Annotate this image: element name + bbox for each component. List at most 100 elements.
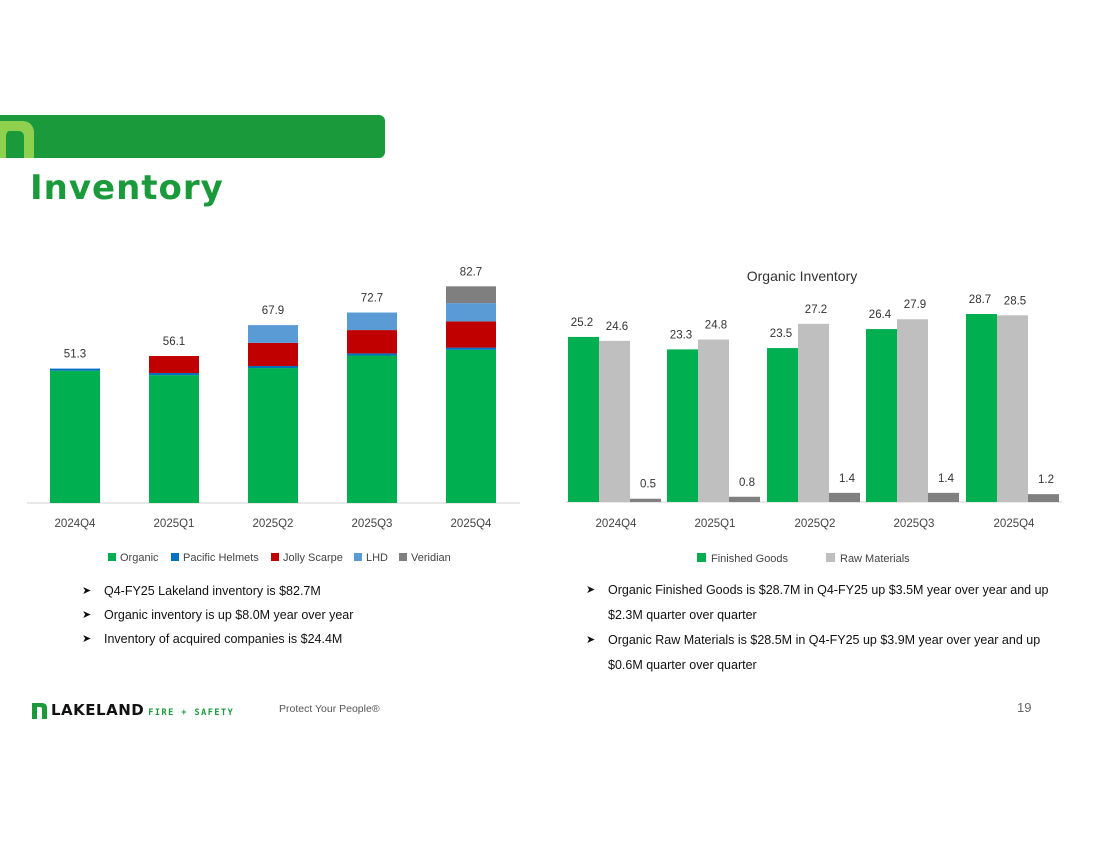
legend-swatch [697,553,706,562]
bar-segment [446,303,496,322]
bar [599,340,630,502]
data-label: 23.5 [770,328,792,340]
tagline: Protect Your People® [279,703,380,715]
data-label: 27.9 [904,299,926,311]
data-label: 23.3 [670,329,692,341]
logo-word: LAKELAND [51,701,145,719]
logo-sub: FIRE + SAFETY [148,708,235,718]
data-label: 28.7 [969,294,991,306]
bar-segment [347,312,397,331]
brand-leaf-icon [0,121,34,158]
bullet-text: Organic Finished Goods is $28.7M in Q4-F… [608,583,1049,622]
bullet-item: ➤ Inventory of acquired companies is $24.… [82,632,353,656]
total-label: 82.7 [460,266,482,278]
data-label: 1.4 [839,473,856,485]
bar-segment [248,365,298,369]
data-label: 25.2 [571,317,593,329]
bullet-item: ➤ Organic Finished Goods is $28.7M in Q4-… [586,578,1076,628]
data-label: 26.4 [869,309,892,321]
bar [698,339,729,502]
legend-swatch [399,553,407,561]
total-label: 72.7 [361,293,383,305]
bullet-text: Organic inventory is up $8.0M year over … [104,608,354,622]
header-banner [0,115,385,158]
bullet-text: Inventory of acquired companies is $24.4… [104,632,343,646]
bar-segment [149,375,199,503]
bar-segment [149,373,199,376]
bar [966,314,997,502]
page-title: Inventory [30,168,224,208]
legend-label: Organic [120,552,159,564]
legend-swatch [171,553,179,561]
bar-segment [446,349,496,503]
x-tick-label: 2025Q2 [795,518,836,530]
bullet-arrow-icon: ➤ [82,609,92,621]
bullet-arrow-icon: ➤ [82,633,92,645]
legend-label: Jolly Scarpe [283,552,343,564]
bar [729,496,760,502]
bar-segment [347,353,397,356]
bullet-item: ➤ Organic inventory is up $8.0M year over… [82,608,353,632]
bullet-arrow-icon: ➤ [586,634,596,646]
inventory-stacked-chart: 51.3 2024Q4 56.1 2025Q1 67.9 2025Q2 72.7 2025Q3… [27,266,520,564]
lakeland-logo: LAKELAND FIRE + SAFETY [32,697,234,719]
x-tick-label: 2025Q4 [451,518,493,530]
legend-swatch [108,553,116,561]
data-label: 1.4 [938,473,955,485]
bar-segment [347,330,397,354]
logo-leaf-icon [32,703,47,719]
bar-segment [446,286,496,304]
legend-label: Finished Goods [711,553,789,565]
legend-label: Raw Materials [840,553,910,565]
x-tick-label: 2025Q3 [894,518,935,530]
bar [767,348,798,502]
legend-swatch [271,553,279,561]
total-label: 67.9 [262,305,284,317]
data-label: 24.8 [705,320,727,332]
legend-swatch [354,553,362,561]
bar-segment [248,325,298,343]
data-label: 24.6 [606,321,628,333]
legend-swatch [826,553,835,562]
x-tick-label: 2024Q4 [55,518,97,530]
bar-segment [149,356,199,374]
x-tick-label: 2024Q4 [596,518,638,530]
bar-segment [50,368,100,371]
total-label: 51.3 [64,349,86,361]
bar-segment [347,355,397,503]
x-tick-label: 2025Q3 [352,518,393,530]
bar [829,492,860,502]
bar [568,336,599,502]
x-tick-label: 2025Q4 [994,518,1036,530]
legend-label: Veridian [411,552,451,564]
bar-segment [446,321,496,348]
data-label: 0.5 [640,479,656,491]
bullet-item: ➤ Organic Raw Materials is $28.5M in Q4-F… [586,628,1076,678]
bar [866,329,897,502]
legend-label: Pacific Helmets [183,552,259,564]
bullet-text: Q4-FY25 Lakeland inventory is $82.7M [104,584,321,598]
bar [997,315,1028,502]
bar [798,323,829,502]
data-label: 27.2 [805,304,827,316]
bar-segment [446,347,496,350]
bar [897,319,928,502]
bar [630,498,661,502]
x-tick-label: 2025Q1 [695,518,736,530]
organic-inventory-chart: Organic Inventory 25.2 24.6 0.5 2024Q4 23.3 24… [566,268,1062,565]
bar-segment [248,368,298,503]
bullet-arrow-icon: ➤ [586,584,596,596]
data-label: 0.8 [739,477,755,489]
x-tick-label: 2025Q2 [253,518,294,530]
legend-label: LHD [366,552,388,564]
bar [667,349,698,502]
bar-segment [248,342,298,366]
total-label: 56.1 [163,336,185,348]
page-number: 19 [1017,700,1032,715]
bar-segment [50,370,100,503]
right-bullet-list: ➤ Organic Finished Goods is $28.7M in Q4-… [586,578,1076,678]
bullet-item: ➤ Q4-FY25 Lakeland inventory is $82.7M [82,584,353,608]
bullet-text: Organic Raw Materials is $28.5M in Q4-FY… [608,633,1041,672]
bar [1028,494,1059,502]
